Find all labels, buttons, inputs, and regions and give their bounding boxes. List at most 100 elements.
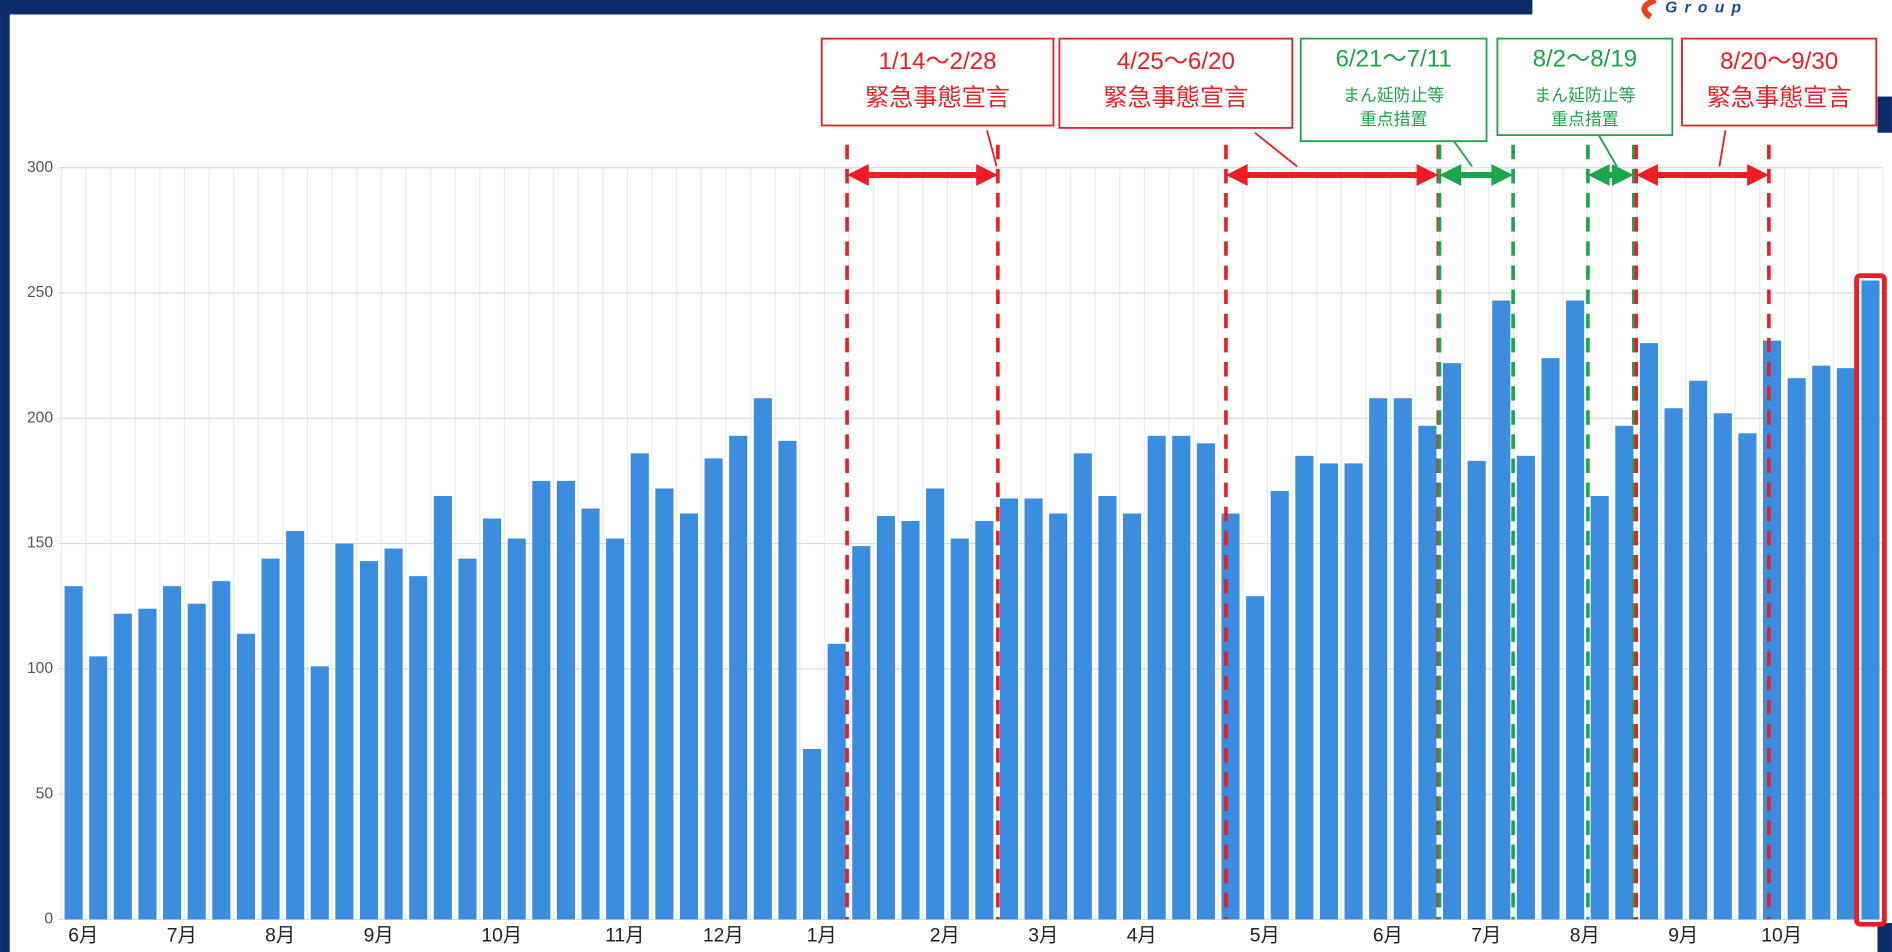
- bar: [261, 558, 280, 920]
- bar: [409, 576, 428, 920]
- bar: [458, 558, 477, 920]
- bar: [1541, 358, 1560, 920]
- bar: [1664, 408, 1683, 920]
- bar: [729, 435, 748, 920]
- bar: [1442, 363, 1462, 920]
- x-tick-label: 11月: [605, 925, 644, 946]
- y-tick-label: 150: [27, 535, 53, 552]
- x-tick-label: 10月: [1761, 925, 1802, 946]
- bar: [1049, 513, 1068, 920]
- bar: [1147, 435, 1166, 920]
- bar: [507, 538, 526, 920]
- y-tick-label: 0: [44, 911, 53, 928]
- logo: Group: [1665, 0, 1748, 17]
- bar: [852, 546, 871, 920]
- bar: [679, 513, 699, 920]
- y-tick-label: 100: [27, 660, 53, 677]
- x-tick-label: 7月: [167, 925, 197, 946]
- bar: [827, 643, 846, 920]
- arrow-head: [1225, 164, 1248, 186]
- bar: [532, 480, 551, 920]
- bar: [1172, 435, 1191, 920]
- bar: [1418, 425, 1437, 920]
- bar: [212, 581, 231, 920]
- x-tick-label: 3月: [1028, 925, 1058, 946]
- bar: [1861, 280, 1880, 920]
- arrow-head: [1747, 164, 1769, 186]
- bar: [89, 656, 108, 920]
- bar: [975, 521, 994, 920]
- leader-line: [1254, 132, 1298, 168]
- bar: [1393, 398, 1412, 920]
- bar: [1713, 413, 1732, 920]
- bar: [187, 603, 206, 920]
- annotation-text: まん延防止等: [1534, 86, 1635, 105]
- bar: [581, 508, 600, 920]
- bar: [433, 495, 452, 920]
- arrow-head: [1416, 164, 1439, 186]
- bar: [1319, 463, 1339, 920]
- left-frame: [0, 0, 10, 952]
- bar: [1566, 300, 1585, 920]
- arrow-head: [1612, 164, 1634, 186]
- bar: [64, 586, 83, 920]
- x-tick-label: 10月: [481, 925, 522, 946]
- bar: [1836, 368, 1855, 920]
- y-tick-label: 200: [27, 409, 53, 426]
- annotation-text: 緊急事態宣言: [1707, 84, 1852, 111]
- y-tick-label: 250: [27, 284, 53, 301]
- bar: [1492, 300, 1511, 920]
- leader-line: [1597, 134, 1618, 167]
- bar: [630, 453, 649, 920]
- right-frame: [1877, 96, 1892, 133]
- bar: [1073, 453, 1092, 920]
- highlight-box: [1854, 273, 1887, 927]
- annotation-text: 4/25～6/20: [1117, 48, 1235, 75]
- bar: [384, 548, 403, 920]
- x-tick-label: 9月: [1668, 925, 1698, 946]
- bar: [483, 518, 502, 920]
- annotation-text: 8/20～9/30: [1720, 48, 1838, 75]
- bar: [1467, 460, 1486, 920]
- annotation-box: [820, 37, 1055, 127]
- right-frame: [1877, 923, 1892, 952]
- bar: [1344, 463, 1363, 920]
- annotation-text: 6/21～7/11: [1336, 46, 1452, 73]
- bar: [113, 613, 132, 920]
- arrow-head: [1587, 164, 1610, 186]
- bar: [1615, 425, 1634, 920]
- bar: [1516, 455, 1535, 920]
- x-tick-label: 6月: [1373, 925, 1403, 946]
- bar: [1639, 343, 1659, 920]
- leader-line: [1453, 140, 1473, 168]
- annotation-box: [1681, 37, 1878, 127]
- bar: [1762, 340, 1782, 920]
- bar: [1787, 378, 1806, 920]
- bar: [1098, 495, 1117, 920]
- bar: [1123, 513, 1142, 920]
- bar: [1689, 380, 1708, 920]
- bar: [286, 531, 305, 920]
- annotation-text: 1/14～2/28: [879, 48, 997, 75]
- bar: [236, 633, 255, 920]
- bar: [753, 398, 772, 920]
- annotation-box: [1299, 37, 1488, 143]
- x-tick-label: 5月: [1250, 925, 1280, 946]
- arrow-head: [1491, 164, 1514, 186]
- bar: [926, 488, 945, 920]
- bar: [359, 561, 379, 920]
- x-tick-label: 9月: [364, 925, 394, 946]
- bar: [803, 749, 822, 920]
- bar: [1246, 596, 1265, 920]
- annotation-text: まん延防止等: [1343, 86, 1444, 105]
- annotation-text: 緊急事態宣言: [865, 84, 1010, 111]
- bar: [1024, 498, 1043, 920]
- bar: [1196, 443, 1215, 920]
- bar: [163, 586, 182, 920]
- x-tick-label: 12月: [703, 925, 744, 946]
- bar: [655, 488, 674, 920]
- bar: [335, 543, 354, 920]
- bar: [556, 480, 575, 920]
- x-tick-label: 7月: [1471, 925, 1501, 946]
